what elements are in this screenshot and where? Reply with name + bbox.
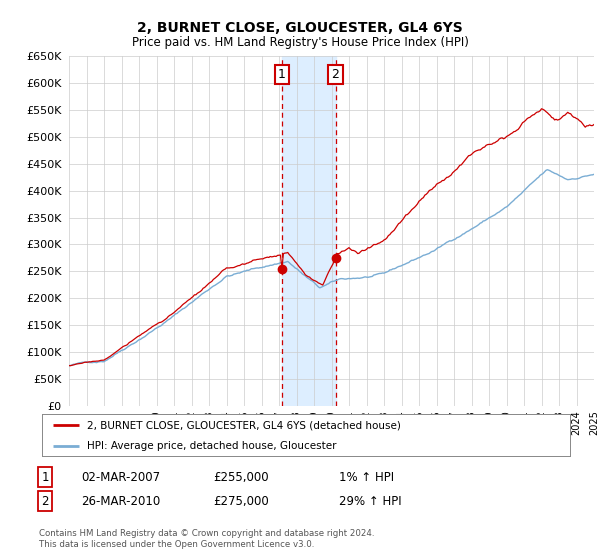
Text: 2: 2 <box>41 494 49 508</box>
Text: 29% ↑ HPI: 29% ↑ HPI <box>339 494 401 508</box>
Text: £255,000: £255,000 <box>213 470 269 484</box>
Text: 02-MAR-2007: 02-MAR-2007 <box>81 470 160 484</box>
Text: 2: 2 <box>332 68 340 81</box>
Text: 1: 1 <box>278 68 286 81</box>
Text: Contains HM Land Registry data © Crown copyright and database right 2024.
This d: Contains HM Land Registry data © Crown c… <box>39 529 374 549</box>
Text: 2, BURNET CLOSE, GLOUCESTER, GL4 6YS (detached house): 2, BURNET CLOSE, GLOUCESTER, GL4 6YS (de… <box>87 421 401 430</box>
Text: Price paid vs. HM Land Registry's House Price Index (HPI): Price paid vs. HM Land Registry's House … <box>131 36 469 49</box>
Text: £275,000: £275,000 <box>213 494 269 508</box>
Text: 26-MAR-2010: 26-MAR-2010 <box>81 494 160 508</box>
Text: 1% ↑ HPI: 1% ↑ HPI <box>339 470 394 484</box>
Text: HPI: Average price, detached house, Gloucester: HPI: Average price, detached house, Glou… <box>87 441 337 451</box>
Text: 1: 1 <box>41 470 49 484</box>
Text: 2, BURNET CLOSE, GLOUCESTER, GL4 6YS: 2, BURNET CLOSE, GLOUCESTER, GL4 6YS <box>137 21 463 35</box>
Bar <box>282 56 335 406</box>
